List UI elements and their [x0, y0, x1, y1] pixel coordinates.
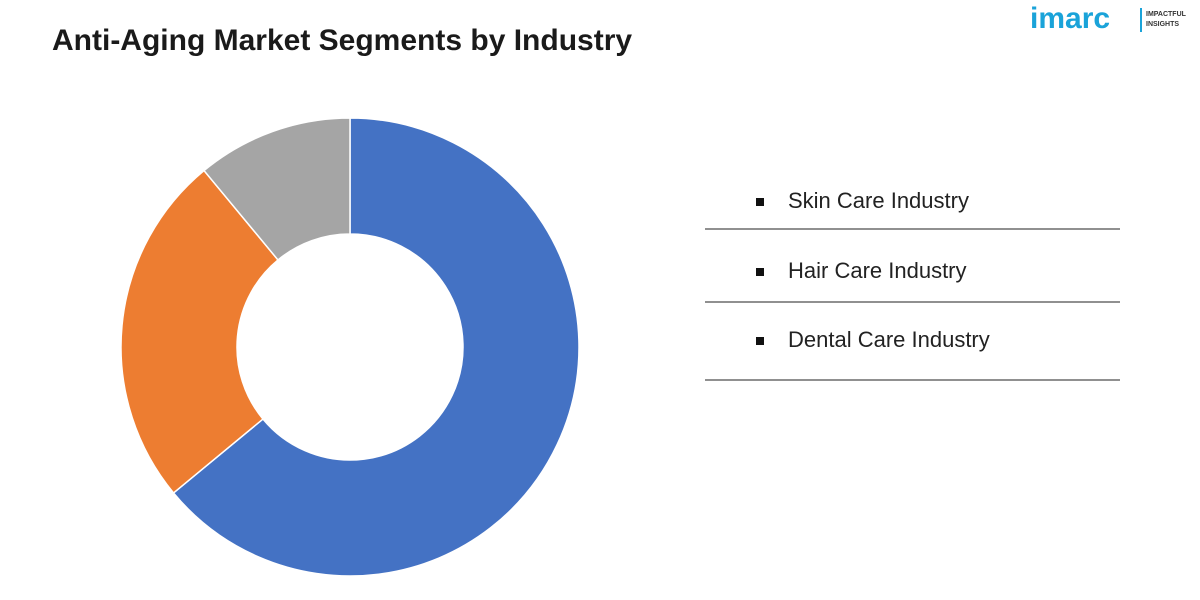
logo-tagline: IMPACTFUL [1146, 11, 1187, 18]
donut-slice [120, 169, 280, 495]
legend-label: Hair Care Industry [788, 258, 967, 283]
legend-bullet [756, 337, 764, 345]
donut-slice [172, 117, 580, 577]
legend-label: Dental Care Industry [788, 327, 990, 352]
legend-bullet [756, 268, 764, 276]
legend-label: Skin Care Industry [788, 188, 969, 213]
logo-tagline: INSIGHTS [1146, 21, 1179, 28]
logo-name: imarc [1030, 2, 1110, 35]
legend-bullet [756, 198, 764, 206]
donut-slice [202, 117, 351, 261]
chart-title: Anti-Aging Market Segments by Industry [52, 24, 632, 57]
